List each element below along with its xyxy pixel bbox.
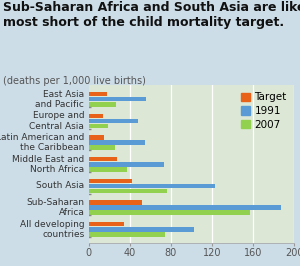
Bar: [88, 97, 146, 102]
Bar: [88, 178, 132, 183]
Bar: [88, 124, 108, 128]
Bar: [88, 102, 116, 107]
Bar: [88, 227, 194, 232]
Bar: [88, 92, 107, 96]
Text: Sub-Saharan Africa and South Asia are likely to fall
most short of the child mor: Sub-Saharan Africa and South Asia are li…: [3, 1, 300, 29]
Bar: [88, 140, 145, 145]
Bar: [88, 222, 124, 226]
Bar: [88, 189, 166, 193]
Bar: [88, 200, 142, 205]
Bar: [88, 232, 164, 237]
Bar: [88, 114, 103, 118]
Bar: [88, 135, 104, 140]
Bar: [88, 205, 280, 210]
Bar: [88, 210, 250, 215]
Bar: [88, 184, 215, 188]
Text: (deaths per 1,000 live births): (deaths per 1,000 live births): [3, 76, 146, 86]
Bar: [88, 146, 115, 150]
Legend: Target, 1991, 2007: Target, 1991, 2007: [239, 90, 289, 132]
Bar: [88, 157, 117, 161]
Bar: [88, 167, 127, 172]
Bar: [88, 119, 138, 123]
Bar: [88, 162, 164, 167]
